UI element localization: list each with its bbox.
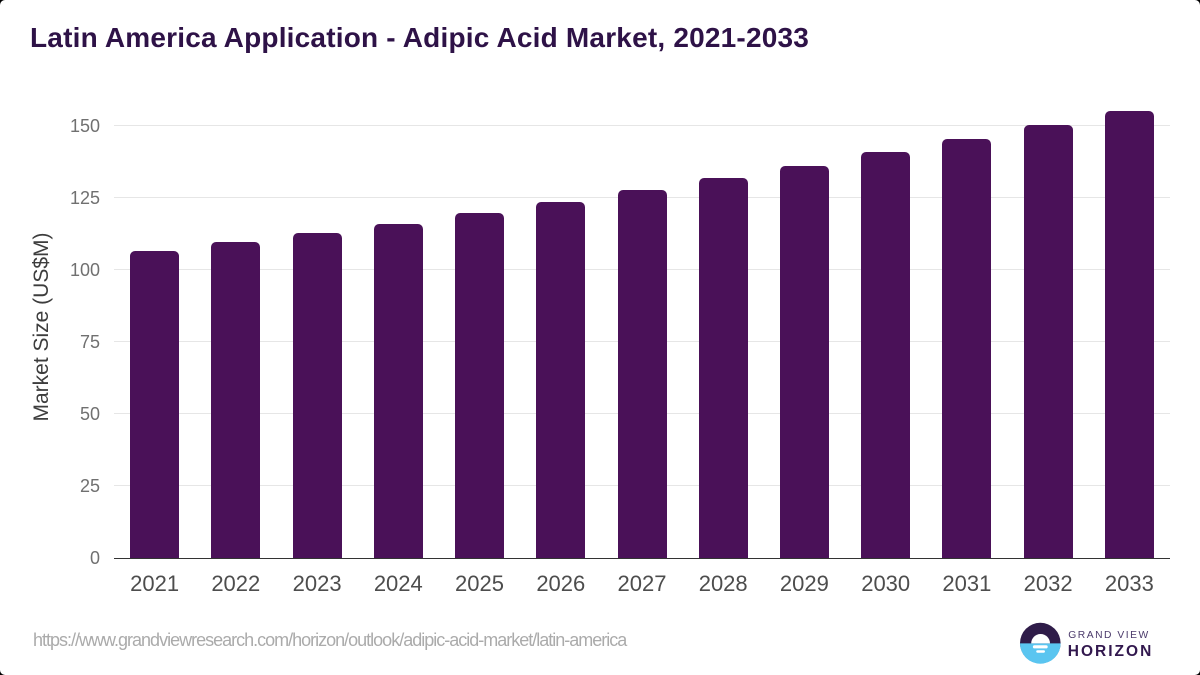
svg-text:HORIZON: HORIZON	[1068, 643, 1153, 660]
svg-text:GRAND VIEW: GRAND VIEW	[1068, 630, 1149, 641]
